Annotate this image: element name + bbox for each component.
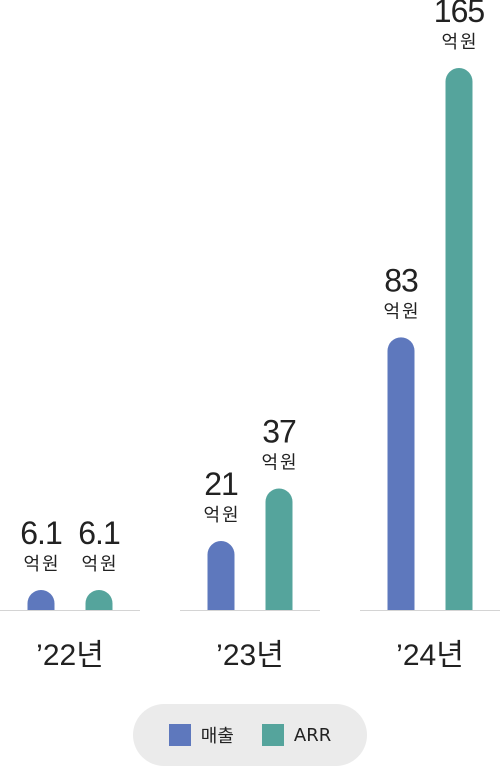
bar-arr-1 <box>265 488 293 610</box>
legend-item-arr: ARR <box>261 724 332 746</box>
bar-sales-2 <box>387 337 415 610</box>
legend: 매출 ARR <box>133 704 367 766</box>
unit-label-arr-2: 억원 <box>441 32 478 53</box>
value-label-sales-1: 21 <box>204 466 238 502</box>
unit-label-arr-0: 억원 <box>81 554 118 575</box>
unit-label-sales-0: 억원 <box>23 554 60 575</box>
value-label-sales-0: 6.1 <box>20 515 62 551</box>
bar-sales-1 <box>207 541 235 610</box>
unit-label-arr-1: 억원 <box>261 452 298 473</box>
unit-label-sales-1: 억원 <box>203 505 240 526</box>
legend-item-sales: 매출 <box>168 722 234 748</box>
value-label-arr-2: 165 <box>434 0 485 29</box>
legend-label-sales: 매출 <box>200 726 234 747</box>
bar-arr-0 <box>85 589 113 610</box>
value-label-sales-2: 83 <box>384 262 418 298</box>
legend-swatch-arr <box>261 724 284 746</box>
category-label-0: ’22년 <box>36 639 104 672</box>
bar-sales-0 <box>27 589 55 610</box>
legend-swatch-sales <box>168 724 191 746</box>
unit-label-sales-2: 억원 <box>383 301 420 322</box>
category-label-1: ’23년 <box>216 639 284 672</box>
value-label-arr-1: 37 <box>262 413 296 449</box>
legend-label-arr: ARR <box>293 724 332 746</box>
bar-chart: 6.1 억원 6.1 억원 ’22년 21 억원 37 억원 ’23년 83 억원 165 억원 ’24년 <box>0 0 500 672</box>
bar-arr-2 <box>445 68 473 610</box>
value-label-arr-0: 6.1 <box>78 515 120 551</box>
category-label-2: ’24년 <box>396 639 464 672</box>
